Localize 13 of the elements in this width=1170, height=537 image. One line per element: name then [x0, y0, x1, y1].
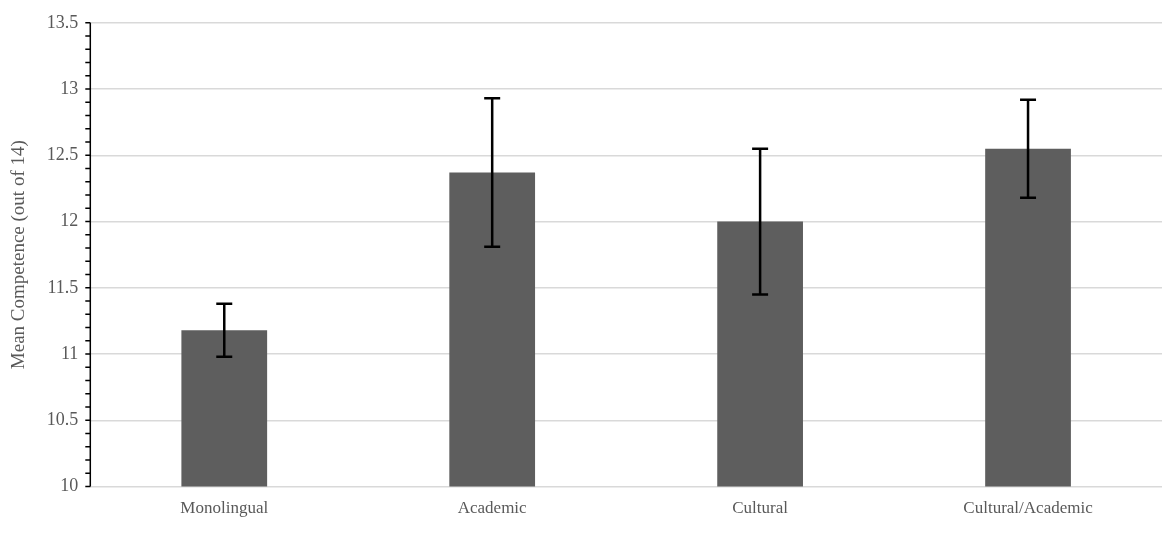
x-tick-label: Cultural	[732, 498, 789, 518]
y-tick-label: 12.5	[46, 144, 79, 165]
x-tick-label: Cultural/Academic	[963, 498, 1094, 518]
y-tick-label: 11.5	[47, 276, 79, 297]
y-axis-title: Mean Competence (out of 14)	[7, 140, 30, 370]
y-tick-label: 10	[60, 475, 79, 496]
y-tick-label: 12	[60, 210, 79, 231]
y-tick-label: 13.5	[46, 11, 79, 32]
x-tick-label: Academic	[457, 498, 528, 518]
y-tick-label: 11	[60, 342, 79, 363]
y-tick-label: 10.5	[46, 409, 79, 430]
x-tick-label: Monolingual	[180, 498, 269, 518]
y-tick-label: 13	[60, 77, 79, 98]
